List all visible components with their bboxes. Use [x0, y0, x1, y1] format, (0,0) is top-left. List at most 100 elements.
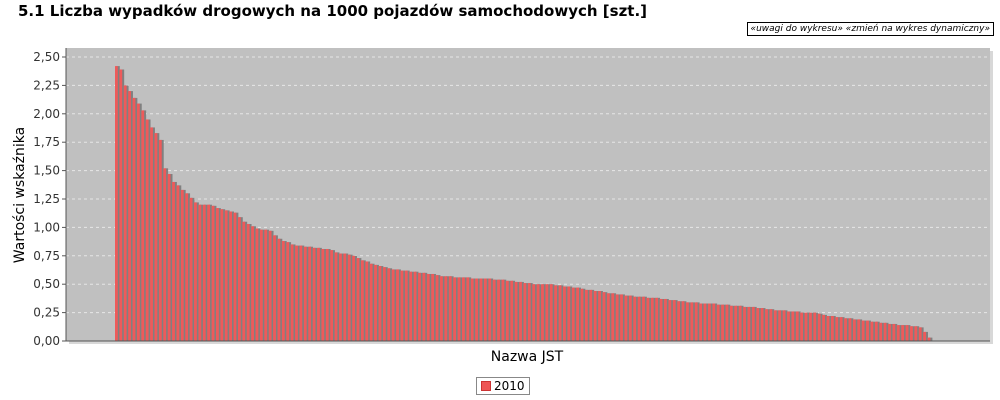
- bar[interactable]: [233, 212, 237, 341]
- bar[interactable]: [409, 271, 413, 341]
- bar[interactable]: [242, 221, 246, 341]
- dynamic-chart-link[interactable]: «zmień na wykres dynamiczny»: [845, 24, 990, 34]
- bar[interactable]: [479, 278, 483, 341]
- bar[interactable]: [923, 331, 927, 341]
- bar[interactable]: [646, 297, 650, 341]
- bar[interactable]: [584, 289, 588, 341]
- bar[interactable]: [330, 250, 334, 341]
- bar[interactable]: [435, 275, 439, 341]
- bar[interactable]: [404, 270, 408, 341]
- bar[interactable]: [440, 276, 443, 341]
- bar[interactable]: [505, 280, 509, 341]
- bar[interactable]: [598, 291, 601, 341]
- bar[interactable]: [299, 245, 303, 341]
- bar[interactable]: [431, 273, 435, 341]
- bar[interactable]: [883, 322, 887, 341]
- bar[interactable]: [664, 298, 667, 341]
- bar[interactable]: [677, 301, 681, 341]
- bar[interactable]: [501, 279, 505, 341]
- bar[interactable]: [681, 301, 685, 341]
- bar[interactable]: [690, 302, 694, 341]
- bar[interactable]: [510, 280, 514, 341]
- bar[interactable]: [672, 300, 676, 341]
- bar[interactable]: [721, 304, 724, 341]
- bar[interactable]: [462, 277, 465, 341]
- bar[interactable]: [246, 223, 250, 341]
- bar[interactable]: [426, 273, 430, 341]
- bar[interactable]: [356, 258, 360, 341]
- bar[interactable]: [185, 193, 189, 341]
- bar[interactable]: [167, 174, 171, 341]
- bar[interactable]: [158, 139, 162, 341]
- bar[interactable]: [729, 305, 733, 341]
- bar[interactable]: [817, 313, 821, 341]
- bar[interactable]: [523, 283, 527, 341]
- bar[interactable]: [580, 288, 584, 341]
- bar[interactable]: [734, 305, 738, 341]
- bar[interactable]: [541, 284, 544, 341]
- bar[interactable]: [835, 317, 839, 341]
- bar[interactable]: [136, 103, 140, 342]
- bar[interactable]: [172, 181, 175, 341]
- bar[interactable]: [123, 85, 127, 342]
- bar[interactable]: [444, 276, 448, 341]
- bar[interactable]: [448, 276, 452, 341]
- bar[interactable]: [211, 205, 215, 341]
- bar[interactable]: [220, 209, 224, 341]
- bar[interactable]: [901, 325, 905, 341]
- bar[interactable]: [918, 327, 922, 341]
- bar[interactable]: [321, 248, 325, 341]
- chart-notes-link[interactable]: «uwagi do wykresu»: [750, 24, 843, 34]
- bar[interactable]: [497, 279, 500, 341]
- bar[interactable]: [655, 297, 659, 341]
- bar[interactable]: [475, 278, 478, 341]
- bar[interactable]: [382, 267, 386, 341]
- bar[interactable]: [237, 217, 241, 341]
- bar[interactable]: [519, 281, 522, 341]
- bar[interactable]: [576, 287, 580, 341]
- bar[interactable]: [686, 302, 689, 341]
- bar[interactable]: [527, 283, 531, 341]
- bar[interactable]: [892, 323, 896, 341]
- bar[interactable]: [848, 318, 852, 341]
- bar[interactable]: [303, 246, 307, 341]
- bar[interactable]: [339, 253, 342, 341]
- bar[interactable]: [347, 254, 351, 341]
- bar[interactable]: [268, 230, 272, 341]
- bar[interactable]: [615, 294, 619, 341]
- bar[interactable]: [642, 296, 645, 341]
- bar[interactable]: [418, 272, 421, 341]
- bar[interactable]: [189, 197, 193, 341]
- bar[interactable]: [558, 285, 562, 341]
- bar[interactable]: [857, 319, 861, 341]
- bar[interactable]: [839, 317, 843, 341]
- bar[interactable]: [571, 287, 575, 341]
- bar[interactable]: [198, 204, 202, 341]
- bar[interactable]: [312, 247, 316, 341]
- bar[interactable]: [707, 303, 711, 341]
- bar[interactable]: [325, 248, 329, 341]
- bar[interactable]: [365, 261, 369, 341]
- bar[interactable]: [826, 316, 830, 341]
- bar[interactable]: [483, 278, 487, 341]
- bar[interactable]: [879, 322, 883, 341]
- bar[interactable]: [712, 303, 716, 341]
- bar[interactable]: [514, 281, 518, 341]
- bar[interactable]: [466, 277, 470, 341]
- bar[interactable]: [545, 284, 549, 341]
- bar[interactable]: [150, 127, 153, 341]
- bar[interactable]: [760, 308, 764, 341]
- bar[interactable]: [378, 266, 382, 341]
- bar[interactable]: [286, 242, 290, 341]
- bar[interactable]: [360, 260, 364, 341]
- bar[interactable]: [866, 320, 869, 341]
- bar[interactable]: [874, 321, 878, 341]
- bar[interactable]: [896, 325, 900, 341]
- bar[interactable]: [844, 318, 847, 341]
- bar[interactable]: [259, 229, 263, 341]
- bar[interactable]: [387, 268, 391, 341]
- bar[interactable]: [251, 226, 254, 341]
- bar[interactable]: [273, 235, 276, 341]
- bar[interactable]: [694, 302, 698, 341]
- bar[interactable]: [400, 270, 404, 341]
